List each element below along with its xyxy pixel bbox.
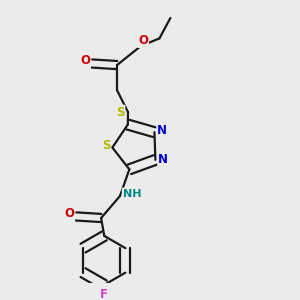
Text: O: O [80,55,90,68]
Text: F: F [100,288,108,300]
Text: S: S [116,106,124,119]
Text: N: N [158,153,168,167]
Text: O: O [64,207,74,220]
Text: N: N [157,124,167,137]
Text: S: S [102,140,110,152]
Text: NH: NH [123,188,141,199]
Text: O: O [138,34,148,47]
